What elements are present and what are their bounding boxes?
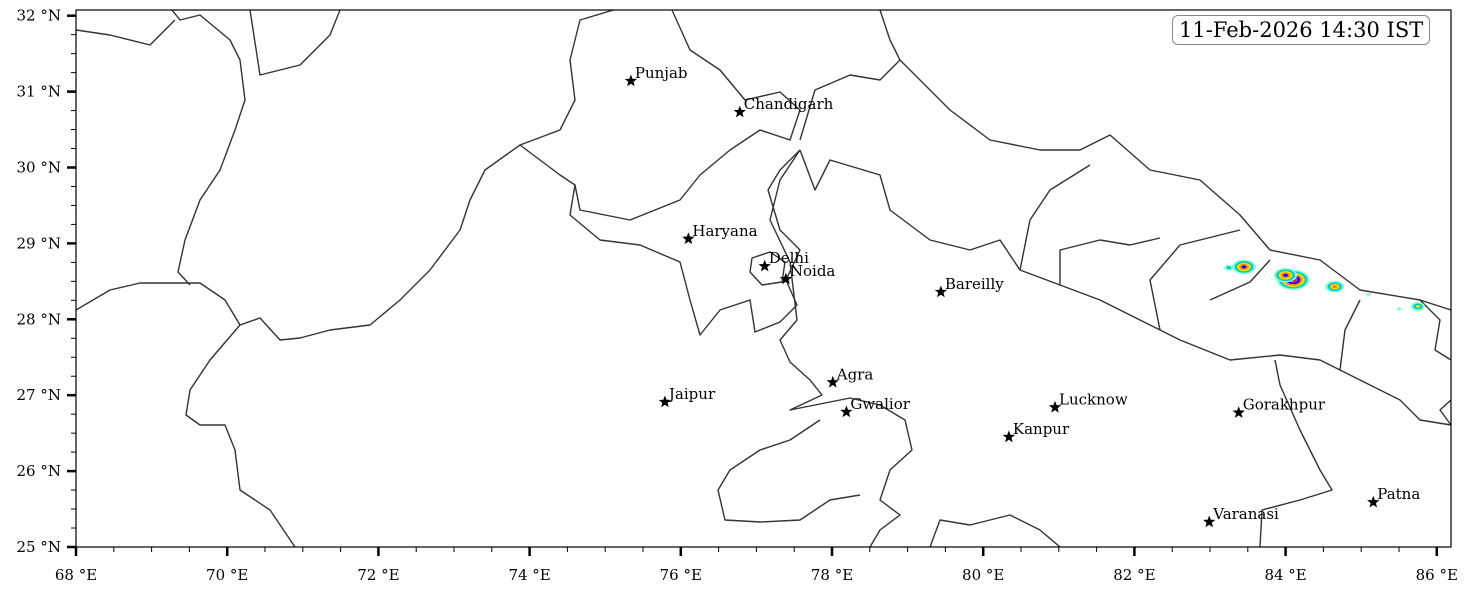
star-icon [1203, 515, 1216, 528]
city-label: Agra [836, 365, 874, 383]
precip-cell [1241, 265, 1247, 269]
city-haryana: Haryana [682, 222, 758, 245]
star-icon [779, 272, 793, 285]
city-label: Bareilly [945, 275, 1004, 293]
x-tick-label: 84 °E [1264, 566, 1306, 584]
axes: 68 °E 70 °E 72 °E 74 °E 76 °E 78 °E 80 °E 82 °E… [17, 7, 1458, 584]
nepal-internal-boundaries [1019, 164, 1451, 371]
city-punjab: Punjab [624, 64, 688, 87]
y-tick-label: 26 °N [17, 462, 61, 480]
city-gwalior: Gwalior [840, 395, 911, 418]
city-label: Patna [1377, 485, 1420, 503]
india-pakistan-border [76, 10, 616, 341]
star-icon [826, 375, 839, 388]
x-tick-label: 78 °E [811, 566, 853, 584]
x-tick-label: 70 °E [206, 566, 248, 584]
star-icon [1048, 400, 1062, 413]
city-chandigarh: Chandigarh [733, 95, 834, 118]
city-patna: Patna [1367, 485, 1420, 508]
city-label: Noida [790, 262, 836, 280]
up-nepal-border [799, 149, 1451, 426]
haryana-boundary [569, 149, 801, 336]
punjab-boundary [519, 10, 801, 221]
precipitation-layer [1224, 259, 1425, 311]
city-label: Delhi [769, 249, 809, 267]
star-icon [1367, 495, 1380, 508]
uttarakhand-north-boundary [799, 59, 1451, 311]
up-bihar-boundary [1259, 359, 1333, 547]
star-icon [934, 285, 947, 298]
precip-cell [1366, 292, 1372, 296]
timestamp-label: 11-Feb-2026 14:30 IST [1172, 15, 1431, 45]
x-tick-label: 80 °E [962, 566, 1004, 584]
city-jaipur: Jaipur [658, 385, 716, 408]
star-icon [758, 259, 771, 272]
city-label: Haryana [692, 222, 757, 240]
star-icon [840, 405, 853, 418]
star-icon [1232, 406, 1245, 418]
city-label: Chandigarh [744, 95, 834, 113]
star-icon [658, 395, 672, 408]
y-tick-label: 30 °N [17, 159, 61, 177]
city-varanasi: Varanasi [1203, 505, 1279, 528]
up-west-boundary [769, 149, 913, 547]
y-tick-label: 31 °N [17, 83, 61, 101]
city-label: Jaipur [667, 385, 716, 403]
y-tick-label: 27 °N [17, 386, 61, 404]
city-delhi: Delhi [758, 249, 809, 272]
city-kanpur: Kanpur [1002, 420, 1070, 443]
city-label: Lucknow [1059, 390, 1128, 408]
precip-cell [1415, 304, 1421, 308]
city-label: Punjab [635, 64, 688, 82]
mp-boundary [717, 419, 1061, 547]
city-noida: Noida [779, 262, 836, 285]
precip-cell [1396, 307, 1402, 311]
star-icon [1002, 430, 1016, 443]
precip-cell [1283, 273, 1288, 277]
star-icon [624, 74, 638, 87]
y-tick-label: 28 °N [17, 310, 61, 328]
delhi-boundary [749, 251, 786, 286]
plot-frame [75, 9, 1452, 548]
x-tick-label: 74 °E [508, 566, 550, 584]
y-tick-label: 29 °N [17, 234, 61, 252]
city-label: Varanasi [1212, 505, 1279, 523]
city-label: Gwalior [850, 395, 910, 413]
city-label: Gorakhpur [1243, 396, 1326, 414]
precip-cell [1332, 285, 1338, 289]
kashmir-boundary [76, 10, 341, 76]
uttarakhand-top [879, 10, 901, 61]
y-tick-label: 25 °N [17, 538, 61, 556]
city-lucknow: Lucknow [1048, 390, 1128, 413]
city-gorakhpur: Gorakhpur [1232, 396, 1326, 418]
pakistan-internal-boundary [171, 10, 246, 286]
sindh-boundary [185, 324, 296, 547]
x-tick-label: 86 °E [1416, 566, 1458, 584]
boundaries [76, 10, 1451, 547]
star-icon [733, 105, 746, 118]
city-agra: Agra [826, 365, 874, 388]
x-tick-label: 76 °E [660, 566, 702, 584]
city-label: Kanpur [1013, 420, 1070, 438]
y-tick-label: 32 °N [17, 7, 61, 25]
precip-cell [1226, 266, 1232, 270]
x-tick-label: 68 °E [55, 566, 97, 584]
x-tick-label: 72 °E [357, 566, 399, 584]
city-bareilly: Bareilly [934, 275, 1004, 298]
bihar-east-boundary [1439, 399, 1451, 426]
x-tick-label: 82 °E [1113, 566, 1155, 584]
star-icon [682, 232, 695, 245]
